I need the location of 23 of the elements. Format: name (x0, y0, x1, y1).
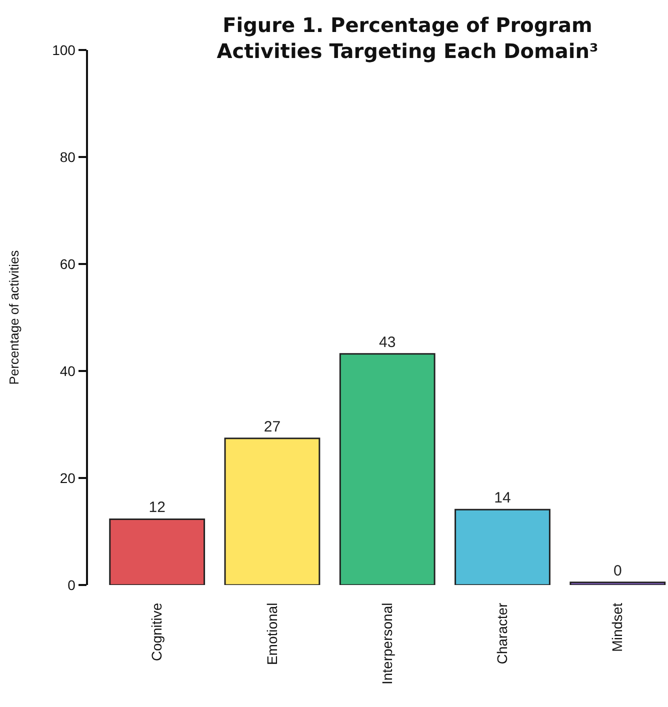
chart-title: Figure 1. Percentage of Program Activities Targeting Each Domain³ (216, 12, 598, 63)
x-tick-label: Interpersonal (378, 602, 395, 685)
y-tick-label: 40 (60, 362, 76, 379)
data-label: 14 (494, 490, 511, 507)
bar (109, 518, 206, 585)
y-tick-label: 80 (60, 148, 76, 165)
x-tick-label: Character (494, 602, 510, 664)
data-label: 27 (264, 418, 281, 436)
data-label: 43 (379, 334, 396, 351)
x-tick-label: Mindset (609, 602, 626, 652)
x-tick-label: Cognitive (148, 602, 165, 662)
data-label: 12 (148, 499, 166, 516)
y-tick-label: 0 (68, 576, 76, 593)
y-tick-label: 60 (60, 256, 76, 272)
y-tick-label: 20 (60, 470, 76, 486)
y-tick-label: 100 (52, 42, 76, 58)
x-tick-label: Emotional (264, 602, 280, 666)
bar (570, 582, 666, 585)
bar (339, 353, 436, 585)
bar (454, 508, 550, 585)
y-axis-title: Percentage of activities (6, 250, 22, 385)
data-label: 0 (613, 562, 622, 580)
bar (224, 438, 320, 585)
